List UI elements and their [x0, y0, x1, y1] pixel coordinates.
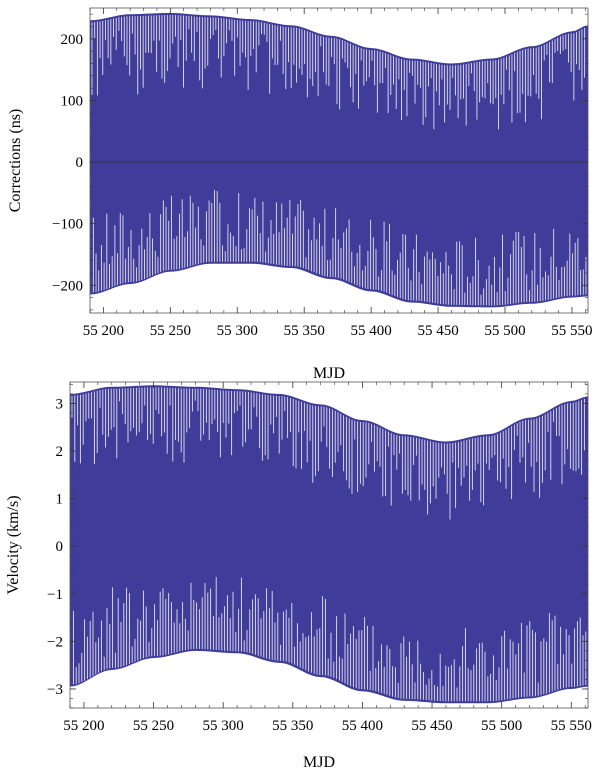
- x-tick-label: 55 400: [351, 323, 392, 339]
- y-axis-label: Velocity (km/s): [5, 495, 22, 594]
- x-tick-label: 55 500: [481, 718, 522, 734]
- y-tick-label: 3: [56, 396, 64, 412]
- x-axis-label: MJD: [313, 365, 345, 382]
- x-tick-label: 55 300: [217, 323, 258, 339]
- y-tick-label: 100: [61, 93, 84, 109]
- x-tick-label: 55 250: [150, 323, 191, 339]
- x-tick-label: 55 450: [411, 718, 452, 734]
- plot-frame: [89, 7, 589, 314]
- y-tick-label: −3: [47, 682, 63, 698]
- y-tick-label: 200: [61, 32, 84, 48]
- x-tick-label: 55 200: [63, 718, 104, 734]
- x-tick-label: 55 300: [203, 718, 244, 734]
- y-tick-label: −1: [47, 587, 63, 603]
- y-tick-label: −200: [52, 278, 83, 294]
- x-tick-label: 55 550: [551, 323, 592, 339]
- x-tick-label: 55 350: [284, 323, 325, 339]
- x-tick-label: 55 550: [551, 718, 592, 734]
- x-tick-label: 55 400: [342, 718, 383, 734]
- plot-frame: [69, 381, 589, 709]
- y-axis-label: Corrections (ns): [7, 109, 24, 213]
- x-tick-label: 55 250: [133, 718, 174, 734]
- x-tick-label: 55 500: [484, 323, 525, 339]
- oscillation-lines: [71, 387, 587, 702]
- y-tick-label: −100: [52, 217, 83, 233]
- y-tick-label: 1: [56, 492, 64, 508]
- y-tick-label: 0: [56, 539, 64, 555]
- plot-panel-2: 55 200 55 250 55 300 55 350 55 400 55 450 55 5…: [5, 381, 592, 771]
- x-tick-label: 55 350: [272, 718, 313, 734]
- x-tick-label: 55 200: [83, 323, 124, 339]
- y-tick-label: 2: [56, 444, 64, 460]
- plot-panel-1: 55 200 55 250 55 300 55 350 55 400 55 450 55 5…: [7, 7, 593, 382]
- x-axis-label: MJD: [303, 754, 335, 771]
- oscillation-lines: [91, 14, 587, 306]
- y-tick-label: −2: [47, 634, 63, 650]
- y-tick-label: 0: [76, 155, 84, 171]
- x-tick-label: 55 450: [417, 323, 458, 339]
